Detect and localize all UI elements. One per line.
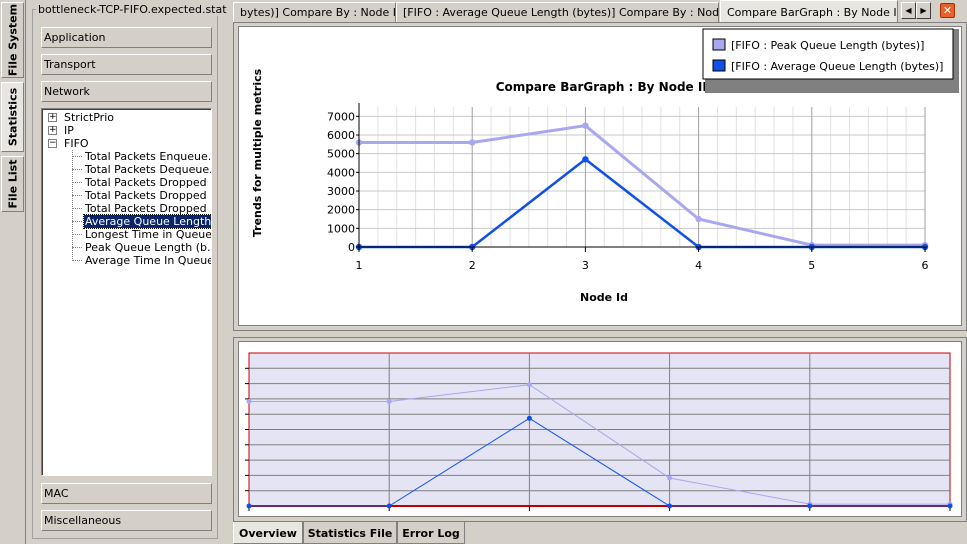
metrics-tree[interactable]: + StrictPrio + IP − FIFO Total Packets E…: [41, 108, 212, 476]
tree-leaf-longest-time-in-queue[interactable]: Longest Time in Queue ...: [85, 228, 212, 241]
overview-data-point: [807, 503, 813, 509]
bottom-tab-bar: Overview Statistics File Error Log: [233, 522, 967, 544]
y-tick-label: 4000: [327, 166, 355, 179]
tree-node-label: FIFO: [64, 137, 89, 150]
tab-average-queue-compare[interactable]: [FIFO : Average Queue Length (bytes)] Co…: [396, 2, 719, 22]
overview-data-point: [667, 503, 673, 509]
vertical-tab-strip: File System Statistics File List: [0, 0, 26, 544]
overview-data-point: [386, 399, 392, 405]
expand-icon[interactable]: +: [48, 112, 57, 122]
tab-scroll-left-icon[interactable]: ◀: [901, 2, 916, 19]
category-mac-button[interactable]: MAC: [41, 483, 212, 504]
tree-leaf-peak-queue-length[interactable]: Peak Queue Length (b...: [85, 241, 212, 254]
chart-area: 0 1000 2000 3000 4000 5000 6000 7000 1 2 3 4 5 6 Comp…: [238, 26, 962, 326]
x-tick-label: 4: [695, 259, 702, 272]
x-tick-label: 5: [808, 259, 815, 272]
overview-data-point: [947, 503, 953, 509]
overview-data-point: [246, 399, 252, 405]
legend-label-average: [FIFO : Average Queue Length (bytes)]: [731, 60, 943, 73]
legend-swatch-average: [712, 59, 726, 72]
y-tick-label: 0: [348, 241, 355, 254]
y-tick-label: 3000: [327, 185, 355, 198]
overview-data-point: [386, 503, 392, 509]
main-chart[interactable]: 0 1000 2000 3000 4000 5000 6000 7000 1 2 3 4 5 6 Comp…: [239, 27, 961, 325]
y-tick-label: 2000: [327, 204, 355, 217]
y-tick-label: 7000: [327, 110, 355, 123]
tab-file-system[interactable]: File System: [1, 2, 24, 78]
x-axis-label: Node Id: [580, 291, 628, 304]
overview-series-line: [249, 417, 950, 507]
overview-frame: [233, 337, 967, 522]
data-point-peak[interactable]: [695, 215, 702, 223]
tree-leaf-total-packets-dropped-3[interactable]: Total Packets Dropped ...: [85, 202, 212, 215]
overview-data-point: [526, 382, 532, 388]
overview-grid: [245, 353, 951, 511]
collapse-icon[interactable]: −: [48, 138, 57, 148]
statistics-panel: bottleneck-TCP-FIFO.expected.stat Applic…: [28, 0, 229, 544]
tree-leaf-average-queue-length[interactable]: Average Queue Length ...: [82, 214, 211, 229]
chart-axes: 0 1000 2000 3000 4000 5000 6000 7000 1 2 3 4 5 6: [327, 103, 929, 272]
legend-label-peak: [FIFO : Peak Queue Length (bytes)]: [731, 39, 924, 52]
chart-legend: [FIFO : Peak Queue Length (bytes)] [FIFO…: [702, 28, 959, 93]
tree-leaf-average-time-in-queue[interactable]: Average Time In Queue: [85, 254, 212, 267]
stat-file-title: bottleneck-TCP-FIFO.expected.stat: [36, 3, 229, 16]
tree-node-label: IP: [64, 124, 74, 137]
category-application-button[interactable]: Application: [41, 27, 212, 48]
overview-series-line: [249, 384, 950, 505]
overview-data-point: [246, 503, 252, 509]
tab-file-system-label: File System: [6, 3, 19, 77]
legend-swatch-peak: [712, 38, 726, 51]
overview-chart[interactable]: [239, 342, 961, 516]
x-tick-label: 2: [469, 259, 476, 272]
tab-statistics[interactable]: Statistics: [1, 82, 24, 152]
category-miscellaneous-button[interactable]: Miscellaneous: [41, 510, 212, 531]
tab-error-log[interactable]: Error Log: [397, 522, 465, 544]
data-point-peak[interactable]: [582, 122, 589, 129]
close-tab-icon[interactable]: ✕: [940, 3, 955, 18]
x-tick-label: 3: [582, 259, 589, 272]
x-tick-label: 6: [922, 259, 929, 272]
tree-leaf-total-packets-enqueued[interactable]: Total Packets Enqueue...: [85, 150, 212, 163]
y-tick-label: 5000: [327, 148, 355, 161]
tab-file-list-label: File List: [6, 159, 19, 209]
tab-peak-queue-compare[interactable]: bytes)] Compare By : Node ID: [233, 2, 396, 22]
chart-grid: [358, 107, 926, 248]
tree-node-label: StrictPrio: [64, 111, 114, 124]
tab-statistics-label: Statistics: [6, 87, 19, 147]
tree-connector: [72, 150, 73, 261]
y-tick-label: 6000: [327, 129, 355, 142]
series-line-peak: [359, 124, 925, 247]
tree-leaf-total-packets-dequeued[interactable]: Total Packets Dequeue...: [85, 163, 212, 176]
overview-area: [238, 341, 962, 517]
document-tab-bar: bytes)] Compare By : Node ID [FIFO : Ave…: [233, 0, 967, 22]
chart-frame: 0 1000 2000 3000 4000 5000 6000 7000 1 2 3 4 5 6 Comp…: [233, 22, 967, 331]
category-network-button[interactable]: Network: [41, 81, 212, 102]
y-axis-label: Trends for multiple metrics: [251, 68, 264, 237]
tab-scroll-right-icon[interactable]: ▶: [916, 2, 931, 19]
expand-icon[interactable]: +: [48, 125, 57, 135]
x-tick-label: 1: [356, 259, 363, 272]
legend-box: [702, 28, 954, 80]
tab-overview[interactable]: Overview: [233, 522, 303, 544]
tab-compare-bargraph[interactable]: Compare BarGraph : By Node ID: [720, 0, 898, 22]
category-transport-button[interactable]: Transport: [41, 54, 212, 75]
tab-statistics-file[interactable]: Statistics File: [303, 522, 397, 544]
tree-leaf-total-packets-dropped-1[interactable]: Total Packets Dropped ...: [85, 176, 212, 189]
tree-leaf-total-packets-dropped-2[interactable]: Total Packets Dropped ...: [85, 189, 212, 202]
tab-file-list[interactable]: File List: [1, 156, 24, 212]
data-point-average[interactable]: [582, 156, 589, 163]
overview-data-point: [667, 475, 673, 481]
chart-title: Compare BarGraph : By Node ID: [496, 80, 713, 94]
overview-series: [246, 382, 953, 509]
data-point-peak[interactable]: [469, 139, 476, 146]
overview-data-point: [526, 415, 532, 421]
y-tick-label: 1000: [327, 222, 355, 235]
